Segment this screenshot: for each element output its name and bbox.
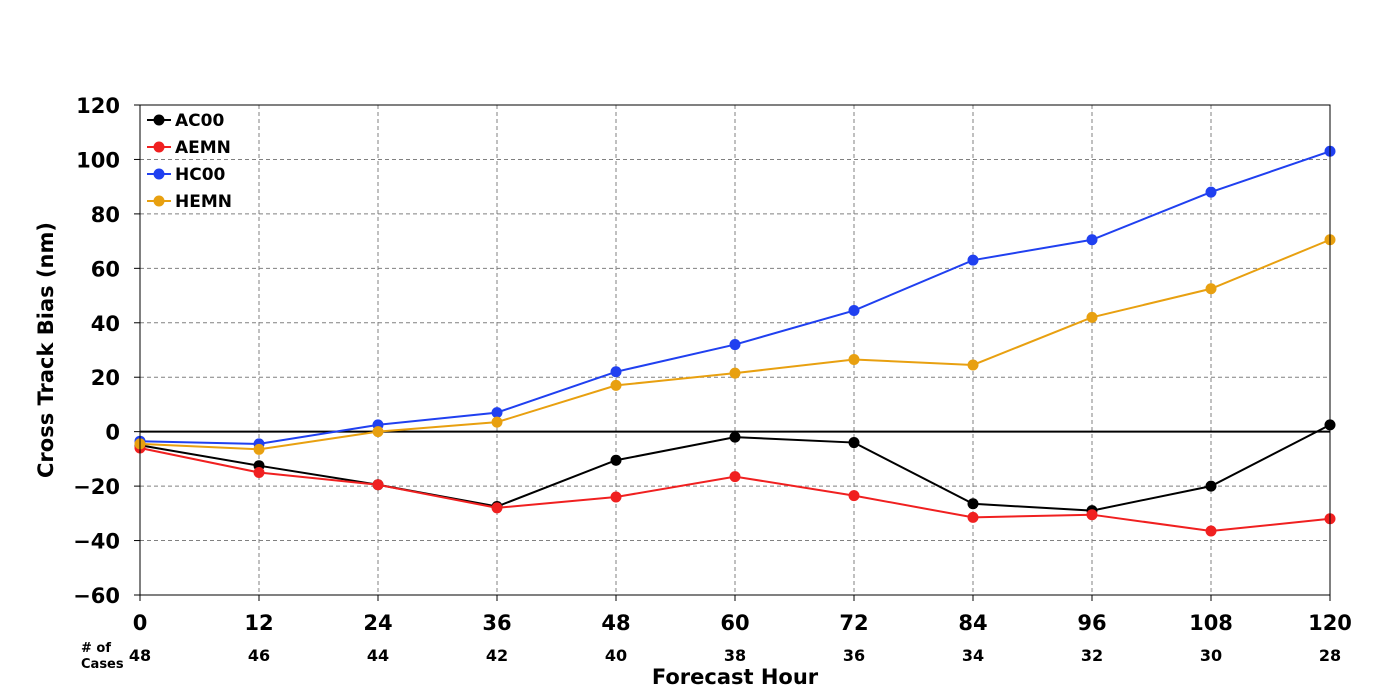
data-point-hemn <box>729 367 741 379</box>
y-axis-title: Cross Track Bias (nm) <box>34 222 58 478</box>
legend-entry-ac00: AC00 <box>147 111 224 131</box>
data-point-hemn <box>848 354 860 366</box>
data-point-aemn <box>967 511 979 523</box>
legend-label: AEMN <box>175 138 231 158</box>
data-point-hemn <box>967 359 979 371</box>
series-aemn <box>134 442 1336 537</box>
y-tick-label: 60 <box>91 257 120 281</box>
x-tick-label: 24 <box>363 611 392 635</box>
x-tick-label: 0 <box>133 611 148 635</box>
y-tick-label: 120 <box>76 94 120 118</box>
data-point-ac00 <box>610 454 622 466</box>
data-point-hc00 <box>1205 186 1217 198</box>
case-count-label: 36 <box>843 646 865 665</box>
case-count-label: 28 <box>1319 646 1341 665</box>
legend-label: HEMN <box>175 192 232 212</box>
y-tick-label: 0 <box>105 421 120 445</box>
data-point-ac00 <box>1205 480 1217 492</box>
data-point-aemn <box>253 467 265 478</box>
data-point-aemn <box>848 490 860 502</box>
case-count-label: 48 <box>129 646 151 665</box>
data-point-hemn <box>610 379 622 391</box>
legend-label: AC00 <box>175 111 224 131</box>
data-point-aemn <box>1086 509 1098 521</box>
x-tick-label: 120 <box>1308 611 1352 635</box>
data-point-hc00 <box>610 366 622 378</box>
legend-entry-aemn: AEMN <box>147 138 231 158</box>
cases-header-line1: # of <box>81 641 111 656</box>
x-axis-title: Forecast Hour <box>652 665 819 689</box>
case-count-label: 38 <box>724 646 746 665</box>
data-point-hc00 <box>1086 234 1098 246</box>
legend-marker <box>153 195 165 207</box>
data-point-aemn <box>491 502 503 514</box>
data-point-hemn <box>253 443 265 455</box>
y-tick-label: 100 <box>76 148 120 172</box>
case-count-label: 46 <box>248 646 270 665</box>
legend-entry-hc00: HC00 <box>147 165 226 185</box>
x-tick-label: 36 <box>482 611 511 635</box>
case-count-label: 34 <box>962 646 984 665</box>
legend-marker <box>153 141 165 153</box>
data-point-ac00 <box>729 431 741 443</box>
data-point-hemn <box>372 426 384 438</box>
legend-entry-hemn: HEMN <box>147 192 232 212</box>
case-count-label: 40 <box>605 646 627 665</box>
x-tick-label: 96 <box>1077 611 1106 635</box>
x-tick-label: 12 <box>244 611 273 635</box>
data-point-hc00 <box>729 339 741 351</box>
case-count-label: 32 <box>1081 646 1103 665</box>
data-point-hemn <box>1205 283 1217 295</box>
series-layer <box>134 145 1336 537</box>
y-tick-label: −60 <box>73 584 120 608</box>
x-tick-label: 108 <box>1189 611 1233 635</box>
y-tick-label: 20 <box>91 366 120 390</box>
legend-label: HC00 <box>175 165 226 185</box>
data-point-hc00 <box>848 305 860 317</box>
data-point-hc00 <box>491 407 503 419</box>
y-tick-label: −20 <box>73 475 120 499</box>
axes: 0 12 24 36 48 60 72 84 96 108 120 −60 −40 −20 0 20 40 60 8… <box>73 94 1352 665</box>
y-tick-label: 80 <box>91 203 120 227</box>
data-point-hemn <box>491 416 503 428</box>
data-point-hemn <box>1086 311 1098 323</box>
cases-header-line2: Cases <box>81 657 124 672</box>
data-point-aemn <box>1205 525 1217 537</box>
data-point-aemn <box>372 479 384 491</box>
legend: AC00 AEMN HC00 HEMN <box>147 111 232 212</box>
y-tick-label: 40 <box>91 312 120 336</box>
y-tick-label: −40 <box>73 530 120 554</box>
data-point-aemn <box>610 491 622 503</box>
legend-marker <box>153 168 165 180</box>
case-count-label: 44 <box>367 646 389 665</box>
x-tick-label: 84 <box>958 611 987 635</box>
data-point-ac00 <box>967 498 979 510</box>
x-tick-label: 72 <box>839 611 868 635</box>
data-point-aemn <box>729 471 741 483</box>
x-tick-label: 48 <box>601 611 630 635</box>
case-count-label: 42 <box>486 646 508 665</box>
x-tick-label: 60 <box>720 611 749 635</box>
data-point-ac00 <box>848 437 860 449</box>
legend-marker <box>153 114 165 126</box>
case-count-label: 30 <box>1200 646 1222 665</box>
data-point-hc00 <box>967 254 979 266</box>
series-ac00 <box>134 419 1336 517</box>
